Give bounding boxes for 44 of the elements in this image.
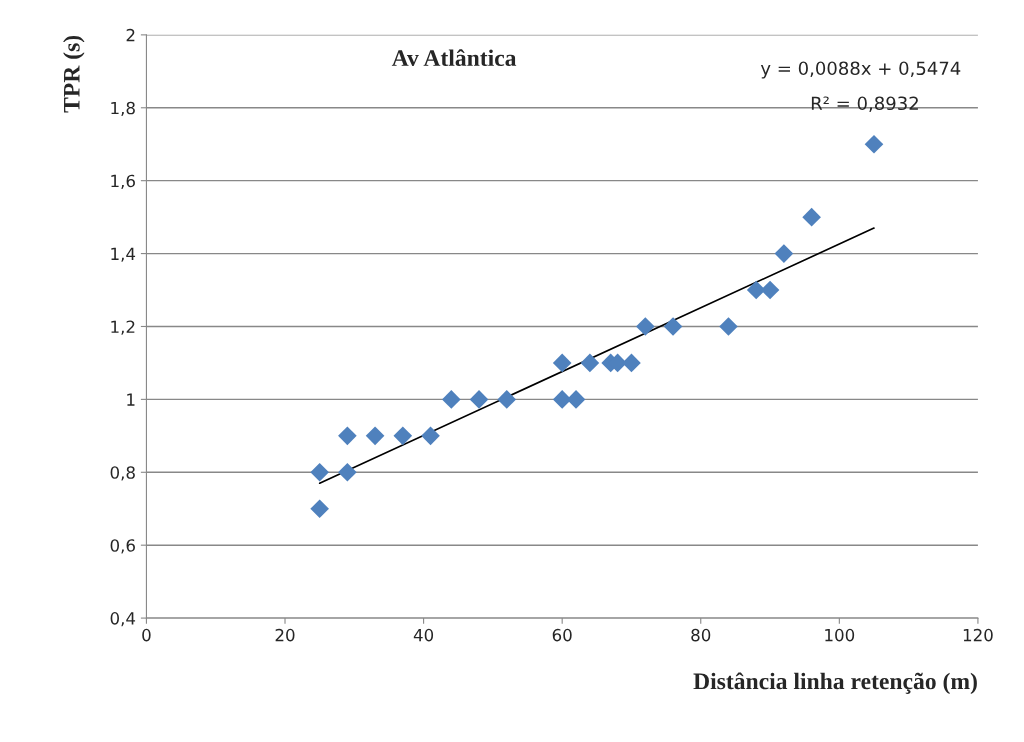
y-tick-label: 0,4: [110, 612, 136, 627]
point: [663, 317, 683, 336]
point: [469, 390, 489, 409]
point: [802, 207, 821, 227]
y-tick-label: 1,4: [111, 247, 136, 262]
point: [421, 426, 440, 446]
x-tick-label: 40: [413, 628, 434, 642]
x-tick-label: 20: [275, 628, 295, 642]
x-tick-label: 60: [552, 628, 572, 642]
point: [552, 390, 572, 409]
y-tick-label: 1,2: [111, 320, 135, 335]
annotation: R² = 0,8932: [811, 96, 918, 112]
point: [310, 499, 329, 519]
point: [338, 426, 357, 446]
y-tick-label: 0,8: [110, 466, 135, 481]
point: [338, 462, 357, 482]
x-tick-label: 0: [142, 628, 151, 642]
point: [864, 134, 884, 154]
x-tick-label: 80: [691, 628, 711, 642]
point: [365, 426, 385, 446]
point: [497, 390, 517, 409]
y-tick-label: 0,6: [110, 539, 135, 554]
point: [746, 280, 766, 300]
x-tick-label: 100: [825, 628, 855, 642]
y-axis-title: TPR (s): [63, 35, 85, 113]
point: [441, 390, 461, 409]
point: [566, 390, 586, 409]
point: [310, 462, 329, 482]
x-axis-title: Distância linha retenção (m): [693, 672, 977, 695]
point: [760, 280, 780, 300]
y-tick-label: 1: [127, 393, 135, 406]
point: [552, 353, 572, 373]
y-tick-label: 2: [126, 28, 135, 42]
point: [774, 244, 794, 263]
point: [636, 317, 655, 336]
y-tick-label: 1,6: [111, 174, 135, 189]
chart-title: Av Atlântica: [391, 49, 517, 67]
point: [622, 353, 641, 373]
point: [580, 353, 600, 373]
y-tick-label: 1,8: [111, 101, 135, 117]
point: [719, 317, 738, 336]
point: [393, 426, 413, 446]
annotation: y = 0,0088x + 0,5474: [760, 61, 961, 79]
x-tick-label: 120: [963, 628, 993, 642]
